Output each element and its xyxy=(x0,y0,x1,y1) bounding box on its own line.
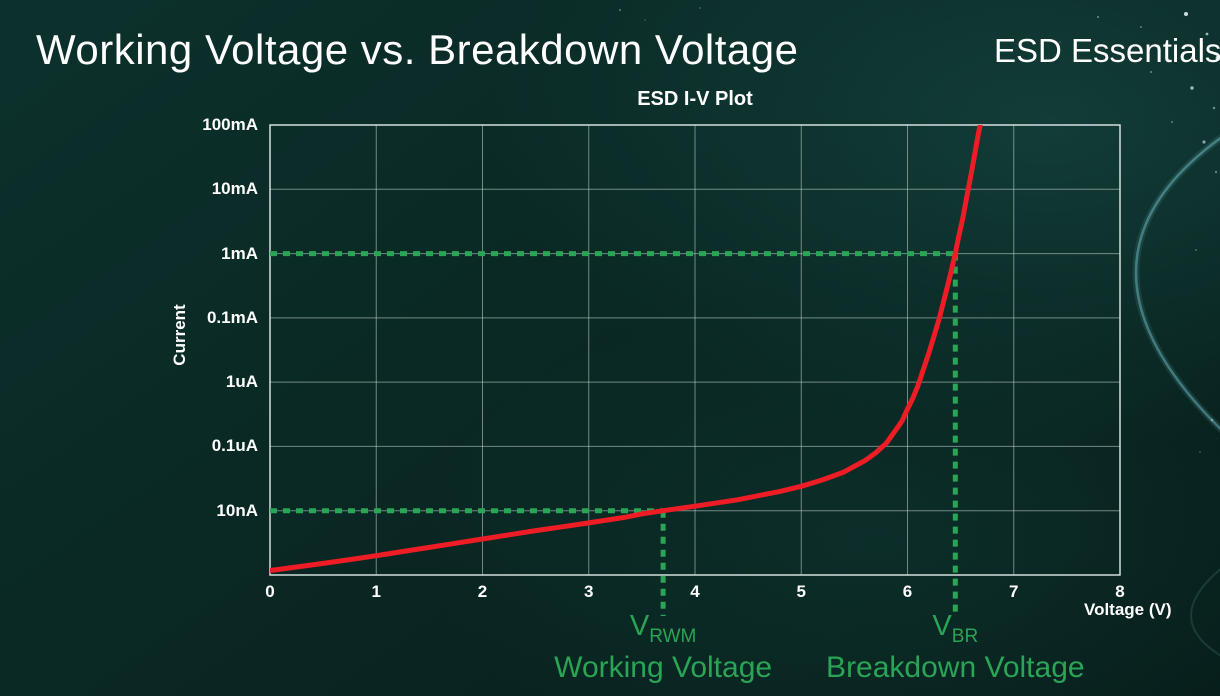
vbr-caption: Breakdown Voltage xyxy=(826,650,1085,684)
page-title: Working Voltage vs. Breakdown Voltage xyxy=(36,26,799,73)
y-tick-label: 0.1mA xyxy=(206,307,258,327)
vrwm-symbol-letter: V xyxy=(629,610,650,642)
y-tick-label: 10mA xyxy=(211,179,258,199)
y-tick-label: 1mA xyxy=(221,243,258,263)
x-tick-label: 1 xyxy=(371,582,381,601)
y-tick-label: 100mA xyxy=(202,115,258,134)
x-tick-label: 7 xyxy=(1009,582,1019,601)
y-tick-label: 0.1uA xyxy=(211,436,258,456)
x-axis-label: Voltage (V) xyxy=(1084,600,1172,619)
y-tick-label: 1uA xyxy=(225,372,258,392)
vbr-symbol-letter: V xyxy=(932,610,952,642)
vbr-symbol-subscript: BR xyxy=(951,625,979,647)
chart-title: ESD I-V Plot xyxy=(637,88,753,110)
x-tick-label: 5 xyxy=(796,582,806,601)
vrwm-symbol: VRWM xyxy=(554,611,772,647)
x-tick-label: 2 xyxy=(477,582,488,601)
vrwm-caption: Working Voltage xyxy=(554,650,773,684)
y-tick-label: 10nA xyxy=(216,500,258,520)
working-voltage-annotation: VRWM Working Voltage xyxy=(554,611,772,683)
x-tick-label: 0 xyxy=(265,582,275,601)
x-tick-label: 8 xyxy=(1115,582,1125,601)
vrwm-symbol-subscript: RWM xyxy=(649,625,697,647)
x-tick-label: 6 xyxy=(902,582,913,601)
brand-text: ESD Essentials xyxy=(994,32,1220,69)
vbr-symbol: VBR xyxy=(826,611,1085,647)
breakdown-voltage-annotation: VBR Breakdown Voltage xyxy=(826,611,1085,683)
x-tick-label: 3 xyxy=(584,582,594,601)
x-tick-label: 4 xyxy=(690,582,700,601)
